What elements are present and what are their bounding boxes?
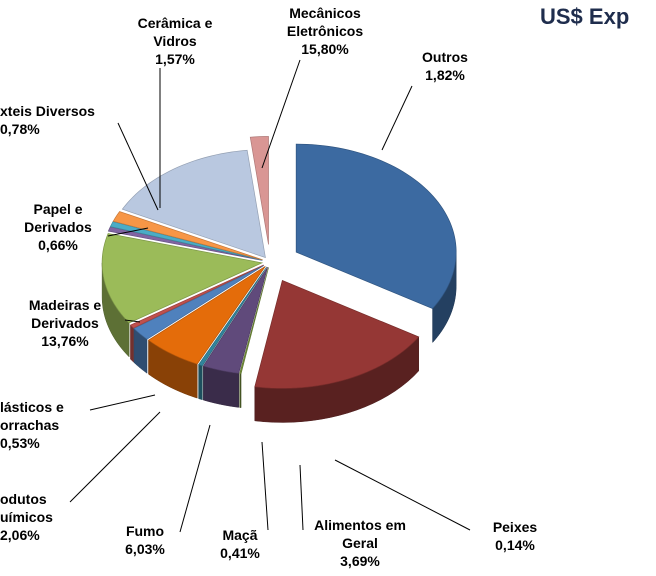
slice (239, 267, 269, 375)
slice (295, 143, 457, 309)
slice-value-label: 3,69% (340, 553, 380, 569)
slice-label: Mecânicos Eletrônicos (286, 5, 364, 39)
slice-label: Maçã (222, 527, 258, 543)
slice (129, 264, 264, 329)
slice-value-label: 0,66% (38, 237, 78, 253)
leader-line (381, 85, 413, 151)
slice-side (130, 324, 134, 363)
slice (147, 266, 266, 365)
slice-value-label: 0,53% (0, 435, 40, 451)
slice-value-label: 13,76% (41, 333, 89, 349)
slice-label: xteis Diversos (0, 103, 95, 119)
chart-title: US$ Exp (540, 4, 630, 29)
leader-line (107, 227, 149, 237)
leader-line (124, 319, 141, 323)
slice-value-label: 6,03% (125, 541, 165, 557)
leader-line (179, 424, 211, 533)
slice-side (198, 364, 203, 401)
slice (198, 266, 267, 367)
slice-value-label: 33,76% (506, 231, 554, 247)
slice-value-label: 19,00% (426, 361, 474, 377)
slice-label: Fumo (125, 523, 165, 539)
slice-label: Outros (422, 49, 468, 65)
slice-label: Carnes (426, 339, 474, 355)
slice-label: Peixes (492, 519, 538, 535)
slice-value-label: 15,80% (301, 41, 349, 57)
slice-label: lásticos e orrachas (0, 399, 64, 433)
slice-label: Madeiras e Derivados (28, 297, 102, 331)
slice-value-label: 0,41% (220, 545, 260, 561)
slice-label: Cerâmica e Vidros (137, 15, 213, 49)
slice-value-label: 0,78% (0, 121, 40, 137)
slice-label: odutos uímicos (0, 491, 53, 525)
slice (101, 233, 264, 324)
leader-line (89, 394, 156, 411)
slice-label: Papel e Derivados (24, 201, 92, 235)
leader-line (299, 464, 304, 531)
slice (254, 279, 420, 389)
leader-line (261, 59, 301, 169)
slice-value-label: 1,57% (155, 51, 195, 67)
leader-line (334, 459, 471, 531)
leader-line (69, 411, 161, 503)
slice-value-label: 0,14% (495, 537, 535, 553)
slice-value-label: 1,82% (425, 67, 465, 83)
slice-label: Frango (506, 209, 554, 225)
slice-label: Alimentos em Geral (314, 517, 406, 551)
leader-line (261, 441, 269, 531)
leader-line (117, 122, 159, 211)
slice (109, 221, 263, 261)
slice (112, 211, 263, 261)
slice (133, 265, 265, 340)
slice-value-label: 2,06% (0, 527, 40, 543)
slice (121, 149, 266, 259)
slice (202, 266, 268, 374)
slice-side (239, 373, 242, 408)
